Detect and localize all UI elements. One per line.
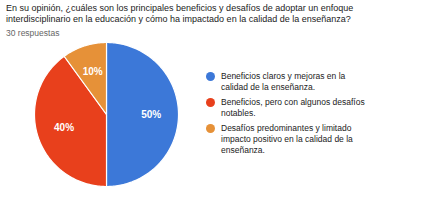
svg-text:40%: 40% <box>54 122 74 133</box>
svg-text:50%: 50% <box>141 108 161 119</box>
html-text:Desafíos predominantes y limit: Desafíos predominantes y limitado impact… <box>221 123 353 156</box>
html-text:En su opinión, ¿cuáles son los: En su opinión, ¿cuáles son los principal… <box>6 3 354 25</box>
html-text:30 respuestas: 30 respuestas <box>6 27 60 38</box>
svg-text:10%: 10% <box>83 66 103 77</box>
html-text:Beneficios claros y mejoras en: Beneficios claros y mejoras en la calida… <box>221 70 346 92</box>
html-text:Beneficios, pero con algunos d: Beneficios, pero con algunos desafíos no… <box>221 96 365 118</box>
